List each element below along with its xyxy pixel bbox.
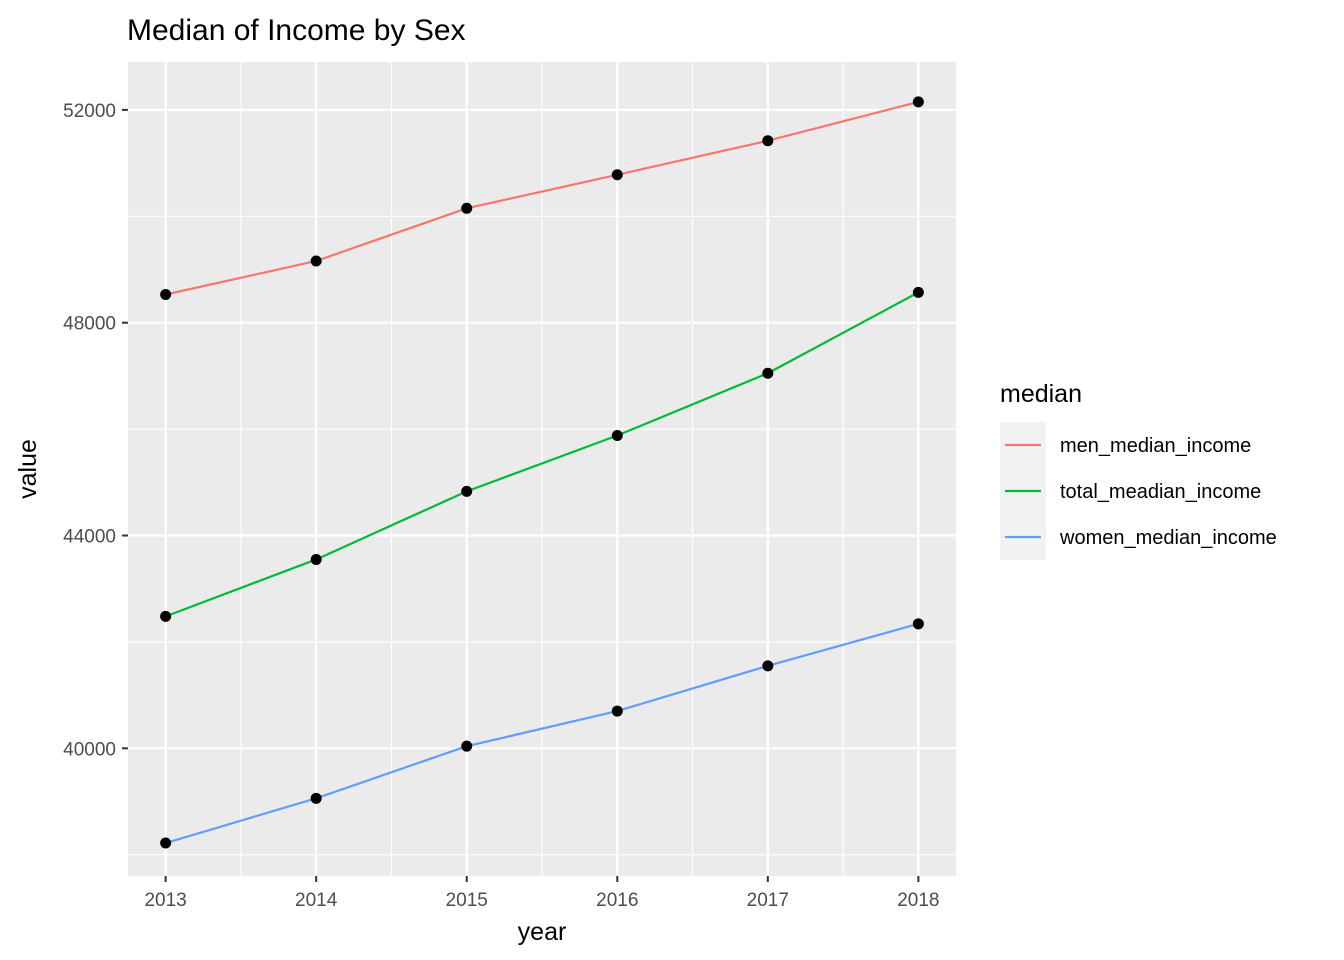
data-point <box>310 553 322 565</box>
data-point <box>762 660 774 672</box>
data-point <box>310 255 322 267</box>
y-tick-label: 40000 <box>63 739 116 760</box>
y-tick-label: 52000 <box>63 101 116 122</box>
x-axis: 2013 2014 2015 2016 2017 2018 <box>144 876 940 911</box>
x-tick-label: 2015 <box>446 890 488 911</box>
series-line <box>165 291 919 618</box>
x-axis-title: year <box>518 918 567 946</box>
data-point <box>310 792 322 804</box>
data-point <box>160 610 172 622</box>
series-line <box>165 100 919 296</box>
data-points <box>160 96 924 849</box>
data-point <box>912 618 924 630</box>
data-point <box>611 429 623 441</box>
series-lines <box>165 100 919 845</box>
data-point <box>160 837 172 849</box>
data-point <box>762 367 774 379</box>
data-point <box>461 740 473 752</box>
data-point <box>762 135 774 147</box>
data-point <box>912 286 924 298</box>
y-axis: 40000 44000 48000 52000 <box>63 101 128 760</box>
legend: median men_median_income total_meadian_in… <box>1000 380 1277 560</box>
series-line <box>165 622 919 845</box>
y-tick-label: 48000 <box>63 314 116 335</box>
legend-keys: men_median_income total_meadian_incomewom… <box>1000 422 1277 560</box>
legend-title: median <box>1000 380 1082 408</box>
y-tick-label: 44000 <box>63 527 116 548</box>
x-tick-label: 2018 <box>897 890 939 911</box>
grid-minor <box>128 62 956 876</box>
x-tick-label: 2014 <box>295 890 338 911</box>
data-point <box>461 202 473 214</box>
legend-label: women_median_income <box>1059 527 1277 549</box>
data-point <box>461 485 473 497</box>
legend-label: total_meadian_income <box>1060 481 1261 503</box>
chart-title: Median of Income by Sex <box>127 14 466 47</box>
data-point <box>912 96 924 108</box>
x-tick-label: 2016 <box>596 890 638 911</box>
y-axis-title: value <box>14 439 42 499</box>
data-point <box>611 169 623 181</box>
x-tick-label: 2017 <box>747 890 789 911</box>
grid-major <box>128 62 956 876</box>
data-point <box>160 288 172 300</box>
data-point <box>611 705 623 717</box>
legend-label: men_median_income <box>1060 435 1251 457</box>
x-tick-label: 2013 <box>144 890 186 911</box>
